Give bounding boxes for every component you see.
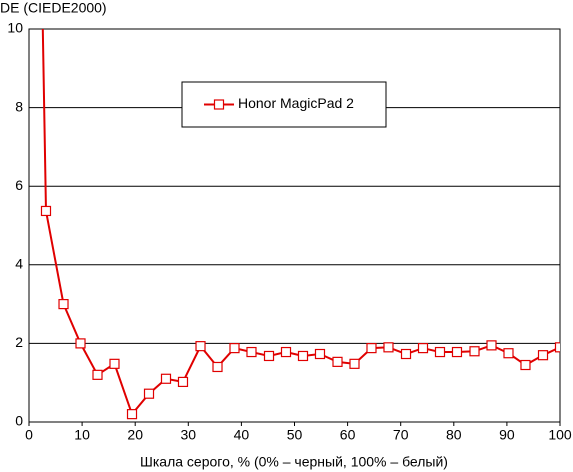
marker (229, 343, 240, 354)
x-tick-label: 0 (25, 427, 33, 443)
legend-marker (213, 99, 225, 110)
marker (160, 373, 172, 384)
marker (400, 348, 412, 360)
marker (143, 388, 155, 399)
x-tick-label: 20 (127, 427, 143, 443)
y-tick-label: 0 (15, 413, 23, 429)
x-tick-label: 60 (340, 427, 356, 443)
marker (503, 348, 514, 359)
marker (520, 359, 531, 371)
marker (75, 338, 86, 349)
marker (366, 343, 377, 354)
x-tick-label: 80 (446, 427, 462, 443)
marker (383, 342, 394, 353)
series-line (41, 29, 560, 417)
y-axis-label: DE (CIEDE2000) (0, 0, 107, 16)
y-tick-label: 8 (15, 98, 23, 114)
marker (537, 350, 549, 361)
marker (109, 358, 120, 369)
x-tick-label: 40 (234, 427, 250, 443)
x-tick-label: 100 (548, 427, 572, 443)
marker (195, 341, 206, 352)
marker (451, 346, 463, 358)
y-tick-label: 4 (15, 256, 23, 272)
y-tick-label: 6 (15, 177, 23, 193)
marker (212, 361, 223, 373)
y-tick-label: 10 (7, 20, 23, 36)
marker (314, 348, 326, 360)
marker (177, 376, 189, 388)
marker (434, 346, 446, 358)
legend-label: Honor MagicPad 2 (238, 95, 354, 111)
marker (92, 369, 103, 380)
marker (417, 343, 429, 354)
marker (40, 205, 52, 217)
x-tick-label: 10 (74, 427, 90, 443)
marker (263, 350, 275, 362)
x-tick-label: 30 (181, 427, 197, 443)
marker (297, 350, 309, 362)
marker (246, 346, 257, 358)
y-tick-label: 2 (15, 334, 23, 350)
x-tick-label: 90 (499, 427, 515, 443)
plot-area (40, 29, 560, 420)
plot-frame (28, 28, 561, 423)
marker (469, 346, 480, 357)
marker (486, 340, 497, 351)
marker (349, 358, 360, 369)
marker (332, 356, 343, 367)
marker (58, 299, 69, 310)
marker (126, 409, 138, 420)
x-tick-label: 70 (393, 427, 409, 443)
x-tick-label: 50 (287, 427, 303, 443)
marker (554, 342, 560, 353)
marker (280, 346, 292, 358)
x-axis-label: Шкала серого, % (0% – черный, 100% – бел… (140, 454, 448, 470)
